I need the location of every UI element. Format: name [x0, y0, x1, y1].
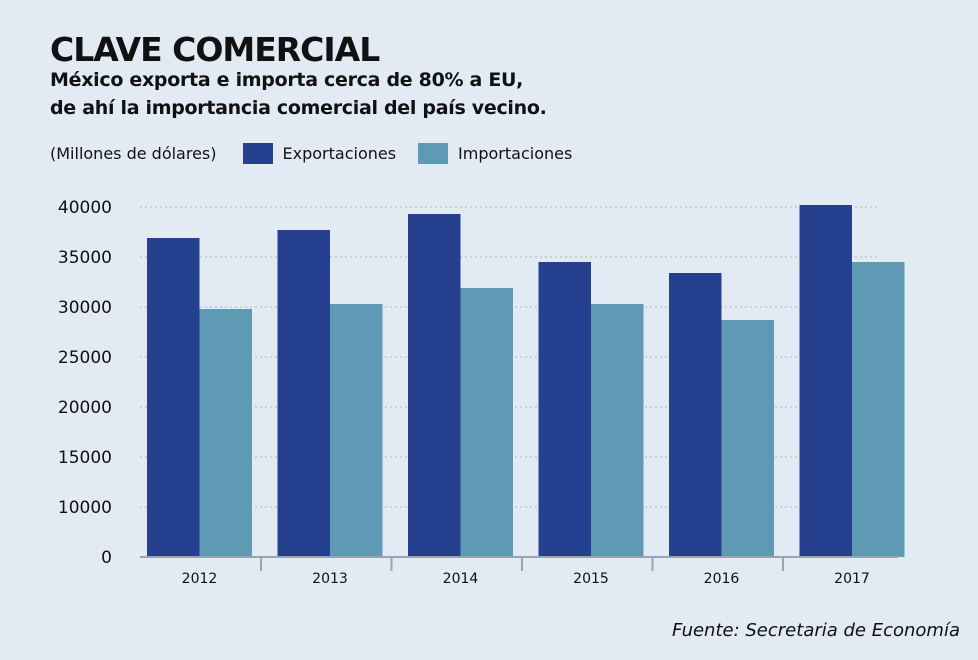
bar-exports	[277, 230, 330, 557]
bar-imports	[591, 304, 644, 557]
y-tick-label: 15000	[58, 448, 112, 468]
bar-exports	[147, 238, 200, 557]
subtitle-line-2: de ahí la importancia comercial del país…	[50, 97, 547, 119]
bar-imports	[460, 288, 513, 557]
bar-exports	[538, 262, 591, 557]
bar-exports	[799, 205, 852, 557]
bar-imports	[721, 320, 774, 557]
x-tick-label: 2015	[573, 571, 609, 587]
source-note: Fuente: Secretaria de Economía	[671, 620, 960, 641]
y-tick-label: 40000	[58, 198, 112, 218]
x-tick-label: 2012	[182, 571, 218, 587]
y-tick-label: 0	[101, 548, 112, 568]
subtitle-line-1: México exporta e importa cerca de 80% a …	[50, 69, 524, 91]
legend-swatch-exports	[242, 143, 273, 164]
legend-label-imports: Importaciones	[458, 144, 573, 163]
chart-title: CLAVE COMERCIAL	[50, 30, 380, 69]
x-tick-label: 2013	[312, 571, 348, 587]
y-tick-label: 10000	[58, 498, 112, 518]
y-tick-label: 30000	[58, 298, 112, 318]
bar-imports	[330, 304, 383, 557]
bar-imports	[852, 262, 905, 557]
legend: (Millones de dólares) Exportaciones Impo…	[50, 143, 572, 164]
y-tick-label: 25000	[58, 348, 112, 368]
bar-exports	[669, 273, 722, 557]
bar-exports	[408, 214, 461, 557]
y-axis-unit-label: (Millones de dólares)	[50, 144, 217, 163]
x-tick-label: 2014	[443, 571, 479, 587]
y-tick-label: 35000	[58, 248, 112, 268]
bar-imports	[199, 309, 252, 557]
x-tick-label: 2017	[834, 571, 870, 587]
legend-swatch-imports	[418, 143, 449, 164]
legend-label-exports: Exportaciones	[282, 144, 397, 163]
y-tick-label: 20000	[58, 398, 112, 418]
x-tick-label: 2016	[704, 571, 740, 587]
